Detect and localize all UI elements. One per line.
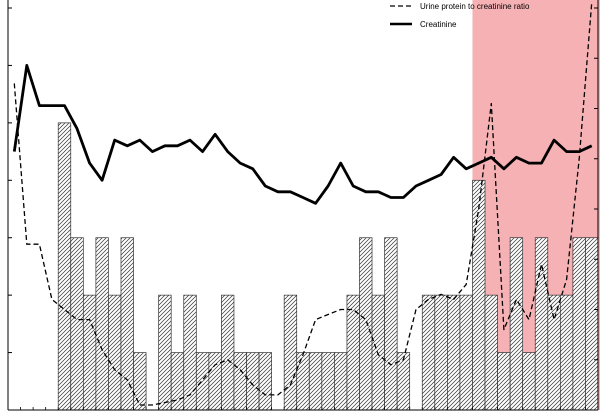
bar: [296, 352, 310, 411]
bar: [158, 294, 172, 411]
bar: [384, 237, 398, 411]
bar: [434, 294, 448, 411]
bar: [221, 294, 235, 411]
bar: [359, 237, 373, 411]
bar: [258, 352, 272, 411]
bar: [95, 237, 109, 411]
bar: [547, 294, 561, 411]
bar: [585, 237, 599, 411]
bar: [484, 294, 498, 411]
bar: [572, 237, 586, 411]
bar: [82, 294, 97, 411]
bar: [233, 352, 247, 411]
legend: Urine protein to creatinine ratio Creatin…: [390, 2, 530, 29]
bar: [459, 294, 473, 411]
legend-label: Urine protein to creatinine ratio: [420, 2, 530, 11]
bar: [57, 122, 72, 411]
bar: [283, 294, 298, 411]
bar: [522, 352, 536, 411]
bar: [321, 352, 335, 411]
series-line-upcr: [13, 2, 593, 406]
bar: [371, 294, 385, 411]
bar: [534, 237, 549, 411]
bar: [334, 352, 348, 411]
bar: [308, 352, 323, 411]
legend-label: Creatinine: [420, 20, 457, 29]
bar: [195, 352, 210, 411]
bar: [108, 294, 122, 411]
bar: [183, 294, 197, 411]
bar: [421, 294, 436, 411]
bar: [70, 237, 84, 411]
series-line-creatinine: [12, 64, 593, 205]
bar: [497, 352, 511, 411]
bar: [472, 179, 486, 411]
bar: [246, 352, 260, 411]
bar: [559, 294, 574, 411]
bar: [509, 237, 524, 411]
bar: [133, 352, 147, 411]
bar: [208, 352, 222, 411]
bar: [120, 237, 134, 411]
bar: [447, 294, 461, 411]
